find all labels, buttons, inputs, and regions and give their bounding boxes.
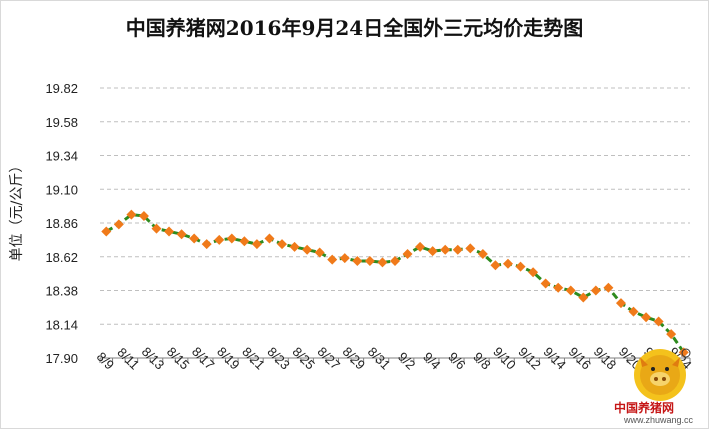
data-point-marker bbox=[540, 278, 551, 289]
y-tick-label: 19.82 bbox=[45, 81, 78, 96]
data-point-marker bbox=[628, 306, 639, 317]
data-point-marker bbox=[138, 210, 149, 221]
data-point-marker bbox=[528, 267, 539, 278]
x-tick-label: 8/17 bbox=[189, 344, 218, 373]
data-point-marker bbox=[314, 247, 325, 258]
data-point-marker bbox=[277, 239, 288, 250]
data-point-marker bbox=[415, 241, 426, 252]
y-tick-label: 19.58 bbox=[45, 115, 78, 130]
y-tick-label: 18.14 bbox=[45, 317, 78, 332]
data-point-marker bbox=[603, 282, 614, 293]
data-point-marker bbox=[641, 312, 652, 323]
data-point-marker bbox=[465, 243, 476, 254]
x-tick-label: 8/29 bbox=[340, 344, 369, 373]
data-point-marker bbox=[678, 347, 689, 358]
chart-title: 中国养猪网2016年9月24日全国外三元均价走势图 bbox=[125, 16, 584, 40]
x-tick-label: 9/2 bbox=[395, 349, 418, 372]
data-series bbox=[101, 209, 689, 358]
x-tick-label: 9/14 bbox=[541, 344, 570, 373]
watermark-logo: 中国养猪网 www.zhuwang.cc bbox=[612, 345, 708, 427]
x-tick-label: 8/23 bbox=[264, 344, 293, 373]
x-tick-label: 9/12 bbox=[515, 344, 544, 373]
data-point-marker bbox=[176, 229, 187, 240]
data-point-marker bbox=[189, 233, 200, 244]
data-point-marker bbox=[402, 248, 413, 259]
data-point-marker bbox=[553, 282, 564, 293]
x-tick-label: 9/4 bbox=[420, 349, 443, 372]
x-tick-label: 9/16 bbox=[566, 344, 595, 373]
x-tick-label: 8/21 bbox=[239, 344, 268, 373]
data-point-marker bbox=[251, 239, 262, 250]
data-point-marker bbox=[126, 209, 137, 220]
data-point-marker bbox=[653, 316, 664, 327]
y-tick-label: 18.86 bbox=[45, 216, 78, 231]
data-point-marker bbox=[101, 226, 112, 237]
data-point-marker bbox=[352, 255, 363, 266]
watermark-brand: 中国养猪网 bbox=[614, 401, 675, 415]
x-tick-label: 8/27 bbox=[315, 344, 344, 373]
data-point-marker bbox=[452, 244, 463, 255]
data-point-marker bbox=[289, 241, 300, 252]
y-tick-labels: 19.82 19.58 19.34 19.10 18.86 18.62 18.38 18.14… bbox=[45, 81, 78, 366]
data-point-marker bbox=[364, 255, 375, 266]
data-point-marker bbox=[390, 255, 400, 266]
data-point-marker bbox=[264, 233, 275, 244]
data-point-marker bbox=[302, 244, 313, 255]
data-point-marker bbox=[239, 236, 250, 247]
y-tick-label: 19.34 bbox=[45, 149, 78, 164]
data-point-marker bbox=[151, 223, 162, 234]
data-point-marker bbox=[666, 329, 677, 340]
x-tick-label: 8/31 bbox=[365, 344, 394, 373]
data-point-marker bbox=[327, 254, 338, 265]
gridlines bbox=[100, 87, 690, 325]
data-point-marker bbox=[427, 246, 438, 257]
data-point-marker bbox=[440, 244, 451, 255]
x-tick-label: 8/13 bbox=[139, 344, 168, 373]
y-tick-label: 17.90 bbox=[45, 351, 78, 366]
data-point-marker bbox=[339, 253, 350, 264]
y-tick-label: 18.62 bbox=[45, 250, 78, 265]
data-point-marker bbox=[565, 285, 576, 296]
data-point-marker bbox=[502, 258, 513, 269]
x-tick-label: 8/25 bbox=[289, 344, 318, 373]
y-tick-label: 18.38 bbox=[45, 284, 78, 299]
data-point-marker bbox=[490, 260, 501, 271]
data-point-marker bbox=[164, 226, 175, 237]
data-point-marker bbox=[615, 298, 626, 309]
data-point-marker bbox=[515, 261, 526, 272]
x-tick-label: 8/11 bbox=[114, 345, 142, 373]
watermark-url: www.zhuwang.cc bbox=[624, 415, 694, 425]
x-tick-label: 8/9 bbox=[94, 349, 117, 372]
data-point-marker bbox=[590, 285, 601, 296]
data-point-marker bbox=[377, 257, 388, 268]
x-tick-label: 9/6 bbox=[445, 349, 468, 372]
data-point-marker bbox=[477, 248, 488, 259]
data-point-marker bbox=[113, 219, 124, 230]
y-tick-label: 19.10 bbox=[45, 182, 78, 197]
x-tick-label: 9/8 bbox=[470, 349, 493, 372]
x-tick-label: 9/10 bbox=[490, 344, 519, 373]
data-point-marker bbox=[201, 239, 212, 250]
data-point-marker bbox=[578, 292, 589, 303]
data-point-marker bbox=[226, 233, 237, 244]
x-tick-label: 8/19 bbox=[214, 344, 243, 373]
x-tick-label: 8/15 bbox=[164, 344, 193, 373]
pig-logo-icon bbox=[634, 348, 691, 401]
data-point-marker bbox=[214, 234, 225, 245]
